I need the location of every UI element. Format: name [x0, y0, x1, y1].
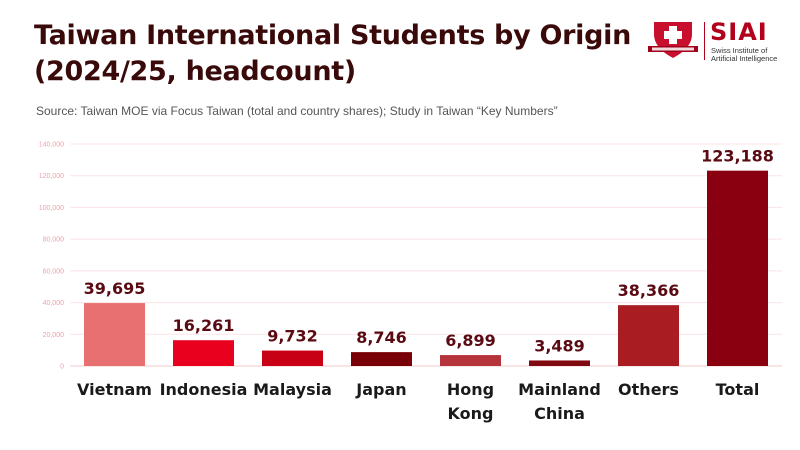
category-label: Others: [618, 380, 679, 399]
logo-subtitle: Swiss Institute of Artificial Intelligen…: [711, 47, 791, 63]
data-label: 123,188: [701, 147, 774, 166]
y-tick-label: 20,000: [43, 332, 65, 339]
y-tick-label: 40,000: [43, 300, 65, 307]
y-tick-label: 60,000: [43, 268, 65, 275]
swiss-shield-icon: [648, 22, 698, 58]
logo-divider: [704, 22, 705, 60]
y-tick-label: 120,000: [39, 173, 64, 180]
data-label: 6,899: [445, 331, 496, 350]
logo-subtitle-line-2: Artificial Intelligence: [711, 54, 778, 63]
y-tick-label: 140,000: [39, 142, 64, 149]
bar: [173, 340, 234, 366]
logo-name: SIAI: [710, 18, 768, 46]
bar: [84, 303, 145, 366]
data-label: 3,489: [534, 336, 585, 355]
siai-logo: SIAI Swiss Institute of Artificial Intel…: [648, 18, 778, 64]
bar: [618, 305, 679, 366]
chart-title-line-1: Taiwan International Students by Origin: [34, 20, 632, 51]
chart-title-line-2: (2024/25, headcount): [34, 56, 356, 87]
bar: [529, 360, 590, 366]
chart-title: Taiwan International Students by Origin …: [34, 18, 634, 90]
data-label: 8,746: [356, 328, 407, 347]
data-label: 39,695: [84, 279, 146, 298]
source-note: Source: Taiwan MOE via Focus Taiwan (tot…: [36, 104, 558, 118]
bar: [262, 350, 323, 366]
category-label: Indonesia: [160, 380, 248, 399]
category-label: Hong Kong: [447, 380, 494, 423]
category-label: Japan: [355, 380, 406, 399]
bar: [440, 355, 501, 366]
data-label: 38,366: [618, 281, 680, 300]
y-tick-label: 0: [60, 364, 64, 371]
logo-subtitle-line-1: Swiss Institute of: [711, 46, 768, 55]
category-label: Total: [716, 380, 760, 399]
bar: [707, 170, 768, 366]
bar: [351, 352, 412, 366]
y-tick-label: 100,000: [39, 205, 64, 212]
category-label: Mainland China: [518, 380, 601, 423]
category-label: Malaysia: [253, 380, 332, 399]
category-label: Vietnam: [77, 380, 152, 399]
y-tick-label: 80,000: [43, 237, 65, 244]
data-label: 9,732: [267, 327, 318, 346]
data-label: 16,261: [173, 316, 235, 335]
